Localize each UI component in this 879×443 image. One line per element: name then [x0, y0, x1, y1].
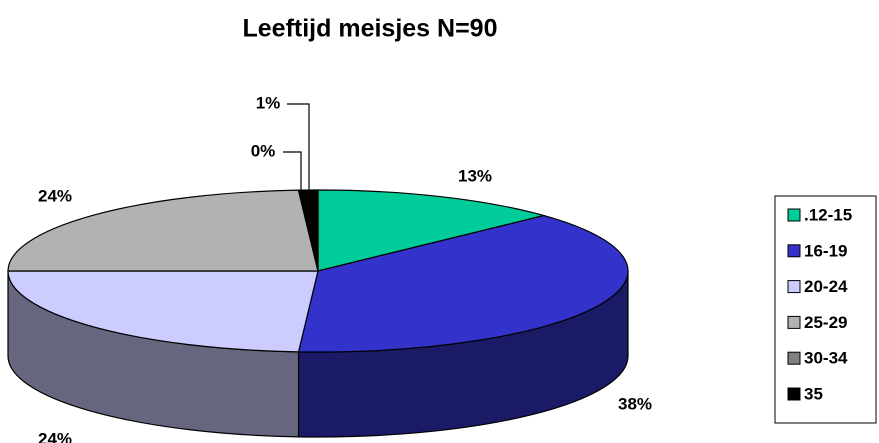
data-label: 24%: [38, 429, 72, 443]
data-label: 38%: [618, 394, 652, 413]
data-label: 13%: [458, 166, 492, 185]
legend-swatch: [787, 315, 801, 329]
legend-swatch: [787, 387, 801, 401]
legend-label: 25-29: [804, 313, 847, 332]
legend-swatch: [787, 280, 801, 294]
pie-slice: [317, 189, 547, 272]
pie-slice: [297, 189, 319, 272]
pie-slice: [297, 214, 629, 353]
legend-label: .12-15: [804, 205, 852, 224]
leader-line: [283, 151, 302, 192]
pie-slice: [7, 270, 319, 353]
legend-swatch: [787, 208, 801, 222]
legend-label: 30-34: [804, 349, 848, 368]
data-label: 1%: [256, 93, 281, 112]
data-label: 0%: [251, 141, 276, 160]
legend-label: 35: [804, 384, 823, 403]
legend-swatch: [787, 244, 801, 258]
data-label: 24%: [38, 186, 72, 205]
legend-box: [774, 195, 877, 424]
legend-label: 20-24: [804, 277, 848, 296]
legend-swatch: [787, 351, 801, 365]
leader-line: [287, 103, 310, 192]
legend-label: 16-19: [804, 241, 847, 260]
pie-slice: [7, 189, 319, 272]
chart-title: Leeftijd meisjes N=90: [243, 15, 498, 43]
